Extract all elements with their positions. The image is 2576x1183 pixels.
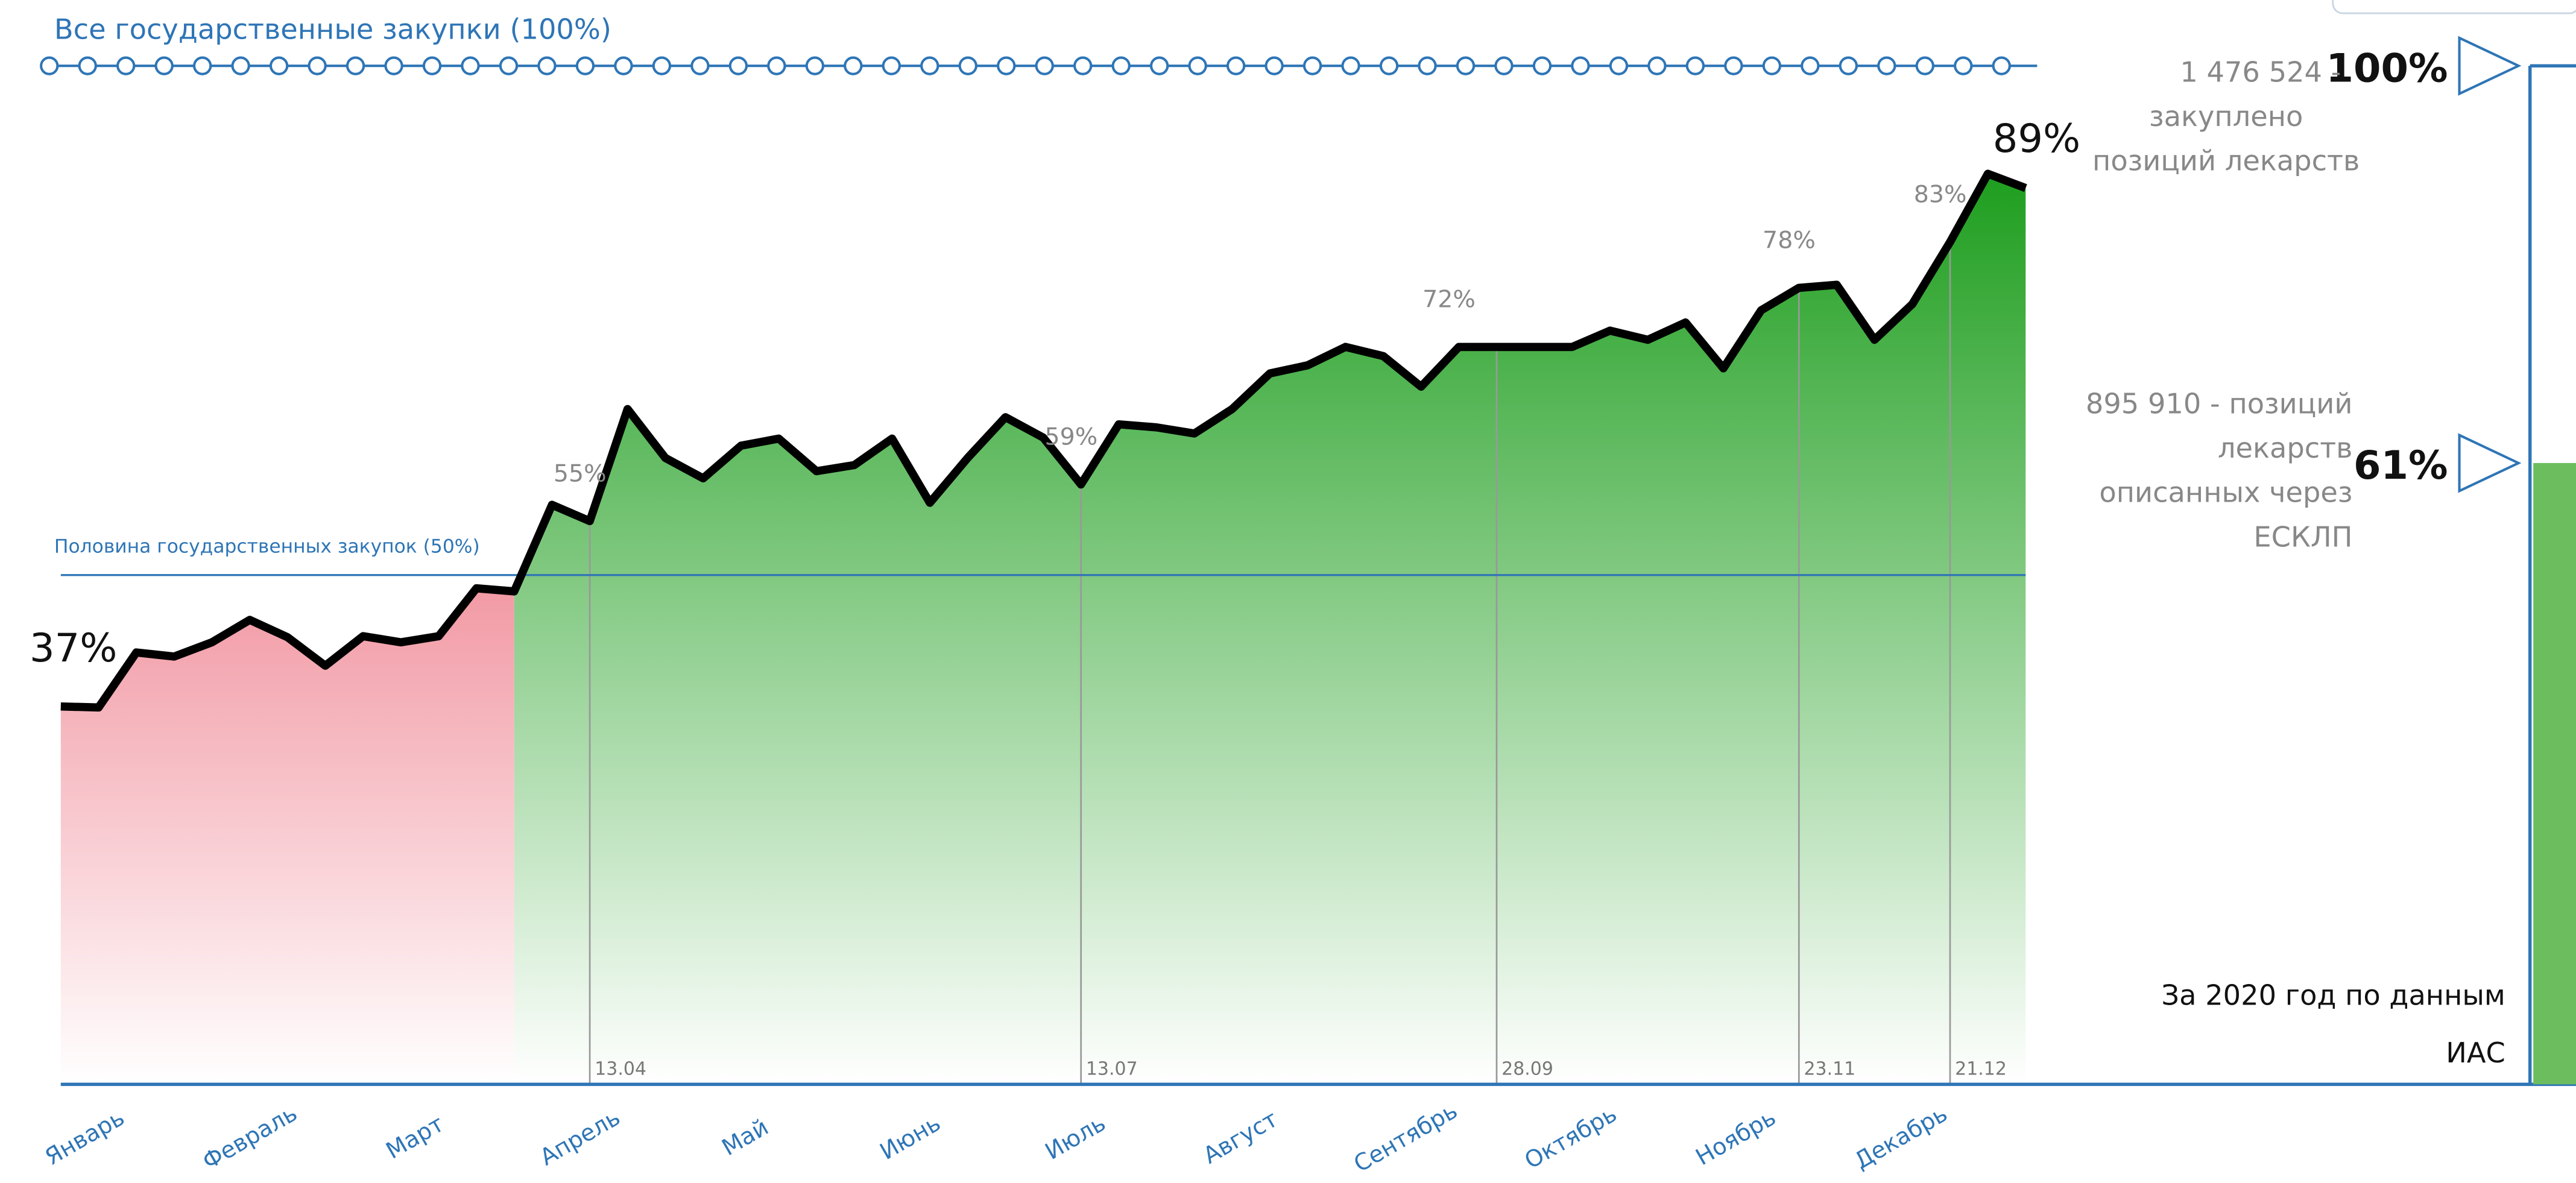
reference-dot xyxy=(1150,56,1169,75)
reference-dot xyxy=(1877,56,1896,75)
reference-dot xyxy=(1915,56,1934,75)
x-tick-label: Июнь xyxy=(876,1109,945,1165)
x-tick-label: Август xyxy=(1199,1105,1282,1169)
reference-dot xyxy=(499,56,519,75)
reference-dot xyxy=(997,56,1016,75)
reference-dot xyxy=(1341,56,1360,75)
x-tick-label: Сентябрь xyxy=(1349,1097,1462,1177)
reference-dot xyxy=(958,56,977,75)
reference-dot xyxy=(1647,56,1667,75)
summary-text: 895 910 - позиций xyxy=(2086,388,2353,420)
reference-dot xyxy=(192,56,212,75)
area-before xyxy=(60,588,514,1085)
reference-dot xyxy=(1532,56,1552,75)
reference-dot xyxy=(1035,56,1054,75)
reference-dot xyxy=(767,56,786,75)
reference-dot xyxy=(1418,56,1437,75)
reference-dot xyxy=(1379,56,1399,75)
summary-pointer xyxy=(2458,36,2522,96)
x-tick-label: Март xyxy=(382,1110,449,1164)
reference-dot xyxy=(652,56,672,75)
data-label: 89% xyxy=(1993,116,2080,162)
data-label: 55% xyxy=(554,459,607,487)
marker-label: 13.07 xyxy=(1086,1058,1138,1079)
reference-dot xyxy=(920,56,939,75)
reference-dot xyxy=(1456,56,1476,75)
summary-text: позиций лекарств xyxy=(2092,144,2360,177)
reference-dot xyxy=(728,56,748,75)
summary-text: закуплено xyxy=(2149,100,2303,133)
reference-label: Половина государственных закупок (50%) xyxy=(54,535,480,557)
x-tick-label: Апрель xyxy=(535,1104,625,1171)
reference-dot xyxy=(422,56,442,75)
data-label: 78% xyxy=(1763,227,1816,254)
reference-dot xyxy=(1571,56,1590,75)
x-tick-label: Июль xyxy=(1041,1109,1110,1165)
reference-dot xyxy=(844,56,863,75)
area-after xyxy=(514,174,2026,1085)
x-tick-label: Декабрь xyxy=(1850,1100,1952,1175)
reference-dot xyxy=(269,56,289,75)
reference-dot xyxy=(1992,56,2011,75)
reference-dot xyxy=(116,56,136,75)
x-tick-label: Май xyxy=(718,1114,773,1161)
reference-dot xyxy=(1685,56,1705,75)
summary-text: ЕСКЛП xyxy=(2253,520,2352,553)
reference-dot xyxy=(1226,56,1246,75)
marker-label: 23.11 xyxy=(1804,1058,1855,1079)
reference-dot xyxy=(1264,56,1284,75)
summary-text: лекарств xyxy=(2218,432,2353,464)
summary-text: 1 476 524 - xyxy=(2180,55,2341,88)
data-label: 59% xyxy=(1044,423,1097,451)
marker-label: 21.12 xyxy=(1955,1058,2007,1079)
x-tick-label: Февраль xyxy=(198,1100,301,1175)
reference-dot xyxy=(805,56,825,75)
reference-dot xyxy=(1188,56,1207,75)
footnote: ИАС xyxy=(2446,1036,2505,1069)
reference-dot xyxy=(690,56,710,75)
data-label: 83% xyxy=(1914,181,1967,209)
x-tick-label: Октябрь xyxy=(1520,1100,1621,1174)
reference-dot xyxy=(346,56,365,75)
reference-label: Все государственные закупки (100%) xyxy=(54,13,611,45)
reference-dot xyxy=(1111,56,1131,75)
reference-dot xyxy=(882,56,901,75)
reference-dot xyxy=(1762,56,1782,75)
marker-label: 28.09 xyxy=(1501,1058,1553,1079)
marker-label: 13.04 xyxy=(595,1058,646,1079)
summary-text: описанных через xyxy=(2099,476,2352,509)
reference-dot xyxy=(1073,56,1093,75)
reference-dot xyxy=(308,56,327,75)
reference-dot xyxy=(614,56,633,75)
reference-dot xyxy=(575,56,595,75)
footnote: За 2020 год по данным xyxy=(2161,979,2505,1011)
reference-dot xyxy=(1724,56,1743,75)
reference-dot xyxy=(384,56,403,75)
reference-dot xyxy=(537,56,557,75)
reference-dot xyxy=(1494,56,1514,75)
reference-dot xyxy=(1302,56,1322,75)
reference-dot xyxy=(231,56,250,75)
reference-dot xyxy=(461,56,480,75)
data-label: 72% xyxy=(1422,286,1476,314)
data-label: 37% xyxy=(30,625,117,671)
reference-dot xyxy=(78,56,97,75)
reference-dot xyxy=(1609,56,1629,75)
corner-box xyxy=(2332,0,2576,14)
reference-dot xyxy=(1954,56,1973,75)
x-tick-label: Январь xyxy=(40,1104,129,1170)
summary-percent: 61% xyxy=(2353,443,2448,488)
summary-bar xyxy=(2533,462,2576,1085)
reference-dot xyxy=(1801,56,1820,75)
line xyxy=(60,169,2027,712)
reference-dot xyxy=(40,56,59,75)
reference-dot xyxy=(154,56,174,75)
reference-dot xyxy=(1839,56,1858,75)
x-tick-label: Ноябрь xyxy=(1691,1104,1781,1171)
summary-percent: 100% xyxy=(2326,45,2448,91)
summary-pointer xyxy=(2458,433,2522,493)
